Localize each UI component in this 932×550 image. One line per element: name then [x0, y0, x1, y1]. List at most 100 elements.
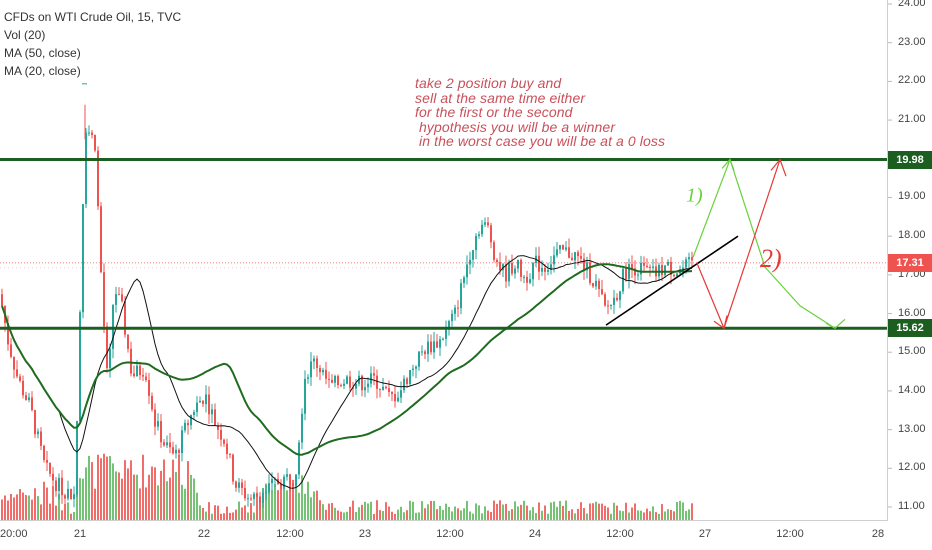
volume-bar [205, 511, 207, 520]
volume-bar [439, 506, 441, 520]
volume-bar [193, 478, 195, 520]
price-tick-label: 18.00 [898, 229, 926, 242]
volume-bar [43, 481, 45, 520]
candle-body [457, 307, 459, 309]
candle-body [133, 373, 135, 377]
candle-body [244, 488, 246, 499]
volume-bar [436, 509, 438, 520]
candlesticks [1, 83, 693, 510]
candle-body [433, 341, 435, 353]
volume-bar [247, 512, 249, 520]
candle-body [142, 375, 144, 377]
price-tick-label: 15.00 [898, 345, 926, 358]
volume-bar [592, 503, 594, 520]
volume-bar [673, 511, 675, 520]
candle-body [475, 235, 477, 251]
volume-bar [472, 513, 474, 520]
candle-body [241, 482, 243, 489]
candle-body [250, 498, 252, 500]
candle-body [103, 272, 105, 327]
candle-body [139, 365, 141, 376]
candle-body [145, 376, 147, 381]
volume-bar [223, 513, 225, 520]
volume-bar [115, 471, 117, 520]
volume-bar [286, 490, 288, 520]
price-tick-label: 19.00 [898, 190, 926, 203]
volume-bar [445, 503, 447, 520]
candle-body [37, 431, 39, 435]
volume-bar [238, 501, 240, 520]
candle-body [307, 377, 309, 379]
candle-body [388, 388, 390, 393]
volume-bar [112, 463, 114, 520]
volume-bar [343, 512, 345, 520]
volume-bar [202, 507, 204, 520]
volume-bar [529, 510, 531, 520]
candle-body [391, 392, 393, 395]
candle-body [412, 368, 414, 370]
candle-body [664, 265, 666, 276]
volume-bar [658, 513, 660, 520]
candle-body [154, 409, 156, 427]
legend-title[interactable]: CFDs on WTI Crude Oil, 15, TVC [4, 10, 182, 24]
volume-bar [109, 456, 111, 520]
candle-body [310, 361, 312, 378]
candle-body [265, 491, 267, 493]
candle-body [547, 269, 549, 272]
volume-bar [526, 505, 528, 520]
volume-bar [271, 490, 273, 520]
candle-body [262, 492, 264, 503]
legend-ma50[interactable]: MA (50, close) [4, 46, 81, 60]
candle-body [397, 397, 399, 402]
candle-body [565, 247, 567, 250]
volume-bar [661, 504, 663, 520]
trader-drawings: 1) 2) [605, 157, 846, 330]
candle-body [481, 224, 483, 235]
volume-bar [448, 506, 450, 520]
volume-bar [619, 510, 621, 520]
volume-bar [154, 467, 156, 520]
candle-body [64, 495, 66, 499]
annotation-text: take 2 position buy and sell at the same … [415, 76, 665, 149]
candle-body [1, 294, 3, 306]
candle-body [559, 245, 561, 250]
volume-bar [172, 459, 174, 520]
chart-legend: CFDs on WTI Crude Oil, 15, TVC Vol (20) … [4, 8, 181, 80]
volume-bar [451, 511, 453, 520]
candle-body [385, 386, 387, 389]
candle-body [625, 268, 627, 280]
volume-bar [364, 501, 366, 520]
support-price-tag: 15.62 [888, 319, 932, 338]
volume-bar [28, 495, 30, 520]
candle-body [589, 262, 591, 284]
candle-body [28, 397, 30, 400]
candle-body [76, 421, 78, 495]
candle-body [427, 341, 429, 355]
candle-body [514, 268, 516, 274]
volume-bar [397, 509, 399, 520]
volume-bar [478, 505, 480, 520]
candle-body [121, 294, 123, 302]
volume-bar [670, 510, 672, 520]
candle-body [688, 257, 690, 260]
ma50-line [1, 263, 693, 456]
volume-bar [217, 505, 219, 520]
candle-body [373, 373, 375, 376]
legend-vol[interactable]: Vol (20) [4, 28, 46, 42]
volume-bar [367, 503, 369, 520]
volume-bar [58, 494, 60, 520]
candle-body [376, 375, 378, 389]
candle-body [292, 483, 294, 486]
volume-bar [295, 483, 297, 520]
candle-body [532, 263, 534, 280]
scenario-2-arrowhead [770, 158, 787, 177]
candle-body [424, 351, 426, 355]
volume-bar [409, 500, 411, 520]
candle-body [238, 482, 240, 488]
candle-body [436, 341, 438, 348]
time-tick-label: 12:00 [606, 528, 634, 540]
legend-ma20[interactable]: MA (20, close) [4, 64, 81, 78]
candle-body [148, 380, 150, 396]
candle-body [607, 305, 609, 307]
